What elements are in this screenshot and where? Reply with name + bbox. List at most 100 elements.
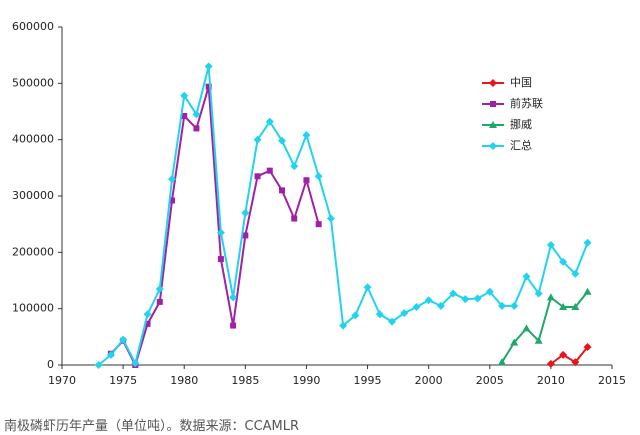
marker xyxy=(180,91,189,100)
x-tick-label: 2010 xyxy=(537,374,565,387)
legend-label: 中国 xyxy=(510,76,532,89)
marker xyxy=(144,320,151,327)
marker xyxy=(498,301,506,310)
marker xyxy=(571,269,580,278)
marker xyxy=(119,335,128,344)
x-tick-label: 1985 xyxy=(231,374,259,387)
y-tick-label: 500000 xyxy=(12,76,54,89)
legend-label: 前苏联 xyxy=(510,96,543,110)
marker xyxy=(489,79,497,87)
marker xyxy=(254,173,261,180)
x-tick-label: 1990 xyxy=(292,374,320,387)
marker xyxy=(510,301,519,310)
marker xyxy=(290,162,299,171)
marker xyxy=(583,238,592,247)
marker xyxy=(204,62,213,71)
marker xyxy=(266,167,273,174)
y-tick-label: 300000 xyxy=(12,189,54,202)
marker xyxy=(216,228,225,237)
marker xyxy=(546,293,555,301)
marker xyxy=(351,311,360,320)
marker xyxy=(278,136,286,145)
marker xyxy=(363,283,372,292)
marker xyxy=(168,175,176,184)
marker xyxy=(205,83,212,90)
marker xyxy=(131,359,140,368)
x-tick-label: 1980 xyxy=(170,374,198,387)
marker xyxy=(559,257,568,266)
marker xyxy=(424,296,433,305)
marker xyxy=(156,298,163,305)
marker xyxy=(339,321,348,330)
y-tick-label: 100000 xyxy=(12,302,54,315)
marker xyxy=(303,177,310,184)
marker xyxy=(412,302,421,311)
x-tick-label: 2005 xyxy=(476,374,504,387)
marker xyxy=(498,358,506,366)
caption: 南极磷虾历年产量（单位吨）。数据来源：CCAMLR xyxy=(4,419,300,434)
x-tick-label: 2015 xyxy=(598,374,626,387)
marker xyxy=(490,101,496,107)
x-tick-label: 1975 xyxy=(109,374,137,387)
y-tick-label: 600000 xyxy=(12,20,54,33)
marker xyxy=(583,287,592,295)
marker xyxy=(388,317,396,326)
marker xyxy=(522,324,531,332)
y-tick-label: 400000 xyxy=(12,133,54,146)
marker xyxy=(241,208,250,217)
marker xyxy=(94,361,103,369)
marker xyxy=(265,117,274,126)
marker xyxy=(143,310,152,319)
marker xyxy=(510,338,519,346)
marker xyxy=(546,241,555,250)
x-tick-label: 1995 xyxy=(354,374,382,387)
marker xyxy=(106,350,115,359)
marker xyxy=(522,272,531,281)
marker xyxy=(583,342,592,351)
series-line xyxy=(98,65,589,366)
marker xyxy=(375,310,384,319)
marker xyxy=(253,135,262,144)
marker xyxy=(302,131,311,140)
marker xyxy=(571,358,580,367)
marker xyxy=(436,301,445,310)
marker xyxy=(169,197,175,204)
marker xyxy=(571,302,580,310)
marker xyxy=(400,309,409,318)
marker xyxy=(181,113,188,120)
x-tick-label: 1970 xyxy=(48,374,76,387)
chart: 0 100000 200000 300000 400000 500000 600000 197… xyxy=(12,20,626,387)
marker xyxy=(485,287,494,296)
legend-label: 挪威 xyxy=(510,117,532,131)
marker xyxy=(279,187,285,194)
marker xyxy=(291,215,298,222)
marker xyxy=(217,256,224,263)
marker xyxy=(534,336,543,344)
marker xyxy=(229,293,238,302)
marker xyxy=(193,125,200,132)
marker xyxy=(534,289,543,298)
x-tick-label: 2000 xyxy=(415,374,443,387)
marker xyxy=(559,302,568,310)
legend-label: 汇总 xyxy=(510,138,532,152)
marker xyxy=(242,232,249,239)
marker xyxy=(461,295,470,304)
marker xyxy=(155,284,164,293)
y-tick-label: 0 xyxy=(47,358,54,371)
y-tick-label: 200000 xyxy=(12,245,54,258)
marker xyxy=(473,294,482,303)
marker xyxy=(315,221,322,228)
marker xyxy=(230,322,237,329)
series-line xyxy=(110,85,320,366)
series-line xyxy=(550,346,589,365)
marker xyxy=(489,142,497,150)
marker xyxy=(192,110,201,119)
marker xyxy=(314,172,323,181)
marker xyxy=(449,289,458,298)
marker xyxy=(546,359,555,368)
marker xyxy=(326,214,335,223)
marker xyxy=(489,121,497,128)
marker xyxy=(559,350,568,359)
